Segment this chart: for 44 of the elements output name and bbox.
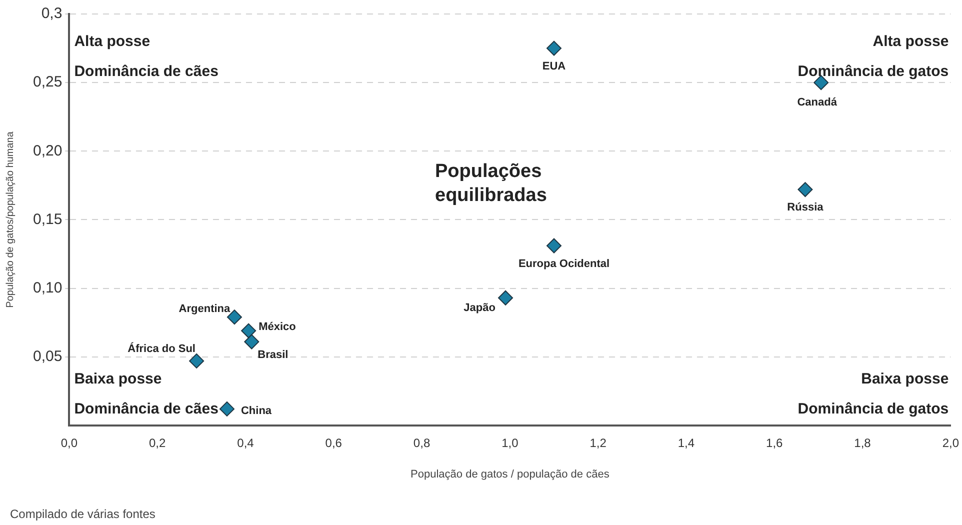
x-tick-label: 0,4 [237,436,254,450]
annotation: Argentina [178,303,232,316]
point [498,290,514,306]
point [546,238,562,254]
x-tick-label: 1,8 [854,436,872,450]
point [219,401,234,416]
point [241,323,256,338]
annotation: África do Sul [128,342,196,355]
x-tick-label: 2,0 [942,436,960,450]
x-axis-title: População de gatos / população de cães [410,468,610,480]
x-tick-label: 0,2 [148,436,166,450]
annotation: Europa Ocidental [518,258,610,270]
annotation: Baixa posse Dominância de gatos [798,370,949,418]
annotation: Brasil [258,348,288,361]
annotation: Canadá [797,96,838,109]
x-tick-label: 1,4 [678,436,695,450]
x-tick-label: 0,8 [413,436,430,450]
annotation: China [240,404,272,417]
x-tick-label: 1,0 [502,436,519,450]
annotation: Baixa posse Dominância de cães [74,370,218,418]
x-tick-label: 0,6 [325,436,342,450]
x-tick-label: 1,2 [590,436,607,450]
annotation: Japão [464,302,496,314]
annotation: México [258,320,296,333]
annotation: Populações equilibradas [435,160,547,206]
point [798,182,813,198]
point [189,353,204,368]
point [814,75,829,90]
annotation: EUA [542,60,566,72]
y-tick-label: 0,25 [32,74,62,91]
point [546,40,562,56]
annotation: Alta posse Dominância de gatos [798,33,949,80]
y-tick-label: 0,3 [41,5,62,22]
annotation: Alta posse Dominância de cães [74,33,218,80]
point [244,334,260,350]
y-tick-label: 0,05 [32,348,62,365]
y-tick-label: 0,20 [32,142,62,160]
annotation: Rússia [787,202,824,214]
x-tick-label: 1,6 [766,436,784,450]
x-tick-label: 0,0 [60,436,78,450]
text: Compilado de várias fontes [10,507,156,521]
y-tick-label: 0,10 [32,279,62,296]
y-axis-title: População de gatos/população humana [4,131,16,308]
y-tick-label: 0,15 [32,210,62,228]
